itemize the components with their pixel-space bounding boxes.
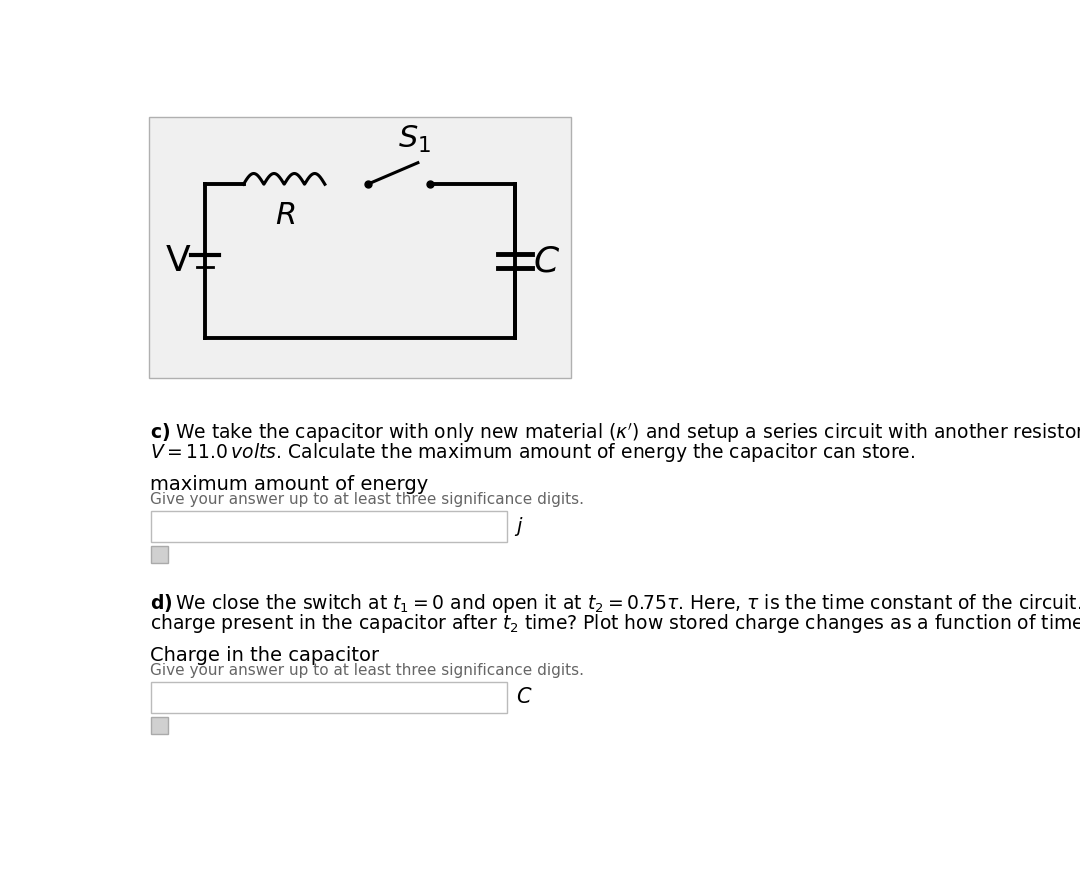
Text: V: V <box>165 244 190 278</box>
FancyBboxPatch shape <box>150 546 167 563</box>
Text: Give your answer up to at least three significance digits.: Give your answer up to at least three si… <box>150 493 584 507</box>
Text: Charge in the capacitor: Charge in the capacitor <box>150 646 380 665</box>
Text: $S_1$: $S_1$ <box>397 124 431 155</box>
FancyBboxPatch shape <box>149 116 571 378</box>
Text: C: C <box>516 687 531 707</box>
Text: We close the switch at $t_1 = 0$ and open it at $t_2 = 0.75\tau$. Here, $\tau$ i: We close the switch at $t_1 = 0$ and ope… <box>175 593 1080 615</box>
FancyBboxPatch shape <box>150 682 507 713</box>
Text: $\mathbf{c)}$: $\mathbf{c)}$ <box>150 421 171 443</box>
Text: R: R <box>275 201 297 231</box>
Text: charge present in the capacitor after $t_2$ time? Plot how stored charge changes: charge present in the capacitor after $t… <box>150 612 1080 636</box>
Text: $V = 11.0\,\mathit{volts}$. Calculate the maximum amount of energy the capacitor: $V = 11.0\,\mathit{volts}$. Calculate th… <box>150 442 916 465</box>
Text: maximum amount of energy: maximum amount of energy <box>150 476 429 494</box>
Text: C: C <box>534 244 558 278</box>
Text: We take the capacitor with only new material $(\kappa^{\prime})$ and setup a ser: We take the capacitor with only new mate… <box>175 421 1080 445</box>
Text: Give your answer up to at least three significance digits.: Give your answer up to at least three si… <box>150 663 584 679</box>
FancyBboxPatch shape <box>150 717 167 734</box>
Text: $\mathbf{d)}$: $\mathbf{d)}$ <box>150 593 173 614</box>
FancyBboxPatch shape <box>150 510 507 542</box>
Text: j: j <box>516 517 522 536</box>
